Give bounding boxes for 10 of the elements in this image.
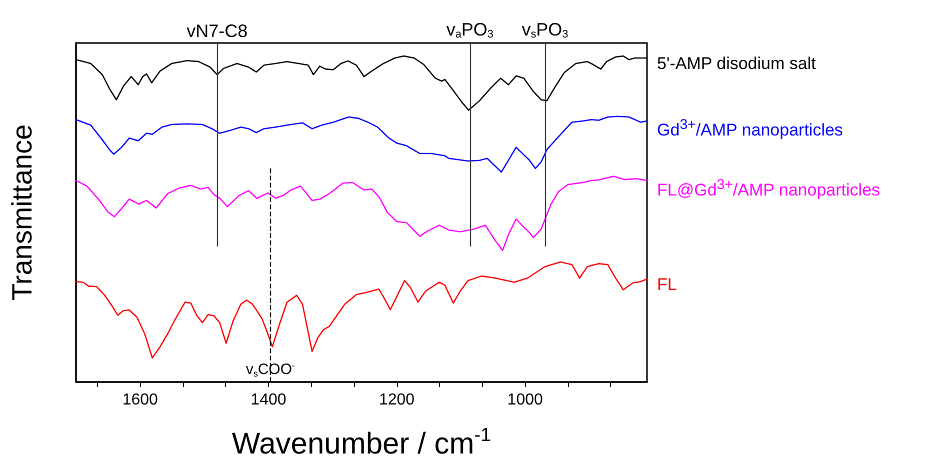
x-tick-label: 1400 [250, 392, 286, 408]
series-label: FL [657, 274, 677, 295]
ref-line-label: vN7-C8 [186, 21, 248, 41]
x-tick-label: 1000 [507, 392, 543, 408]
y-axis-title: Transmittance [6, 124, 38, 301]
x-tick-label: 1200 [378, 392, 415, 408]
series-label: Gd$^{3+}$/AMP nanoparticles [657, 116, 843, 141]
series-label: 5'-AMP disodium salt [657, 54, 816, 74]
series-label: FL@Gd$^{3+}$/AMP nanoparticles [657, 176, 880, 200]
x-tick-label: 1600 [122, 392, 158, 408]
